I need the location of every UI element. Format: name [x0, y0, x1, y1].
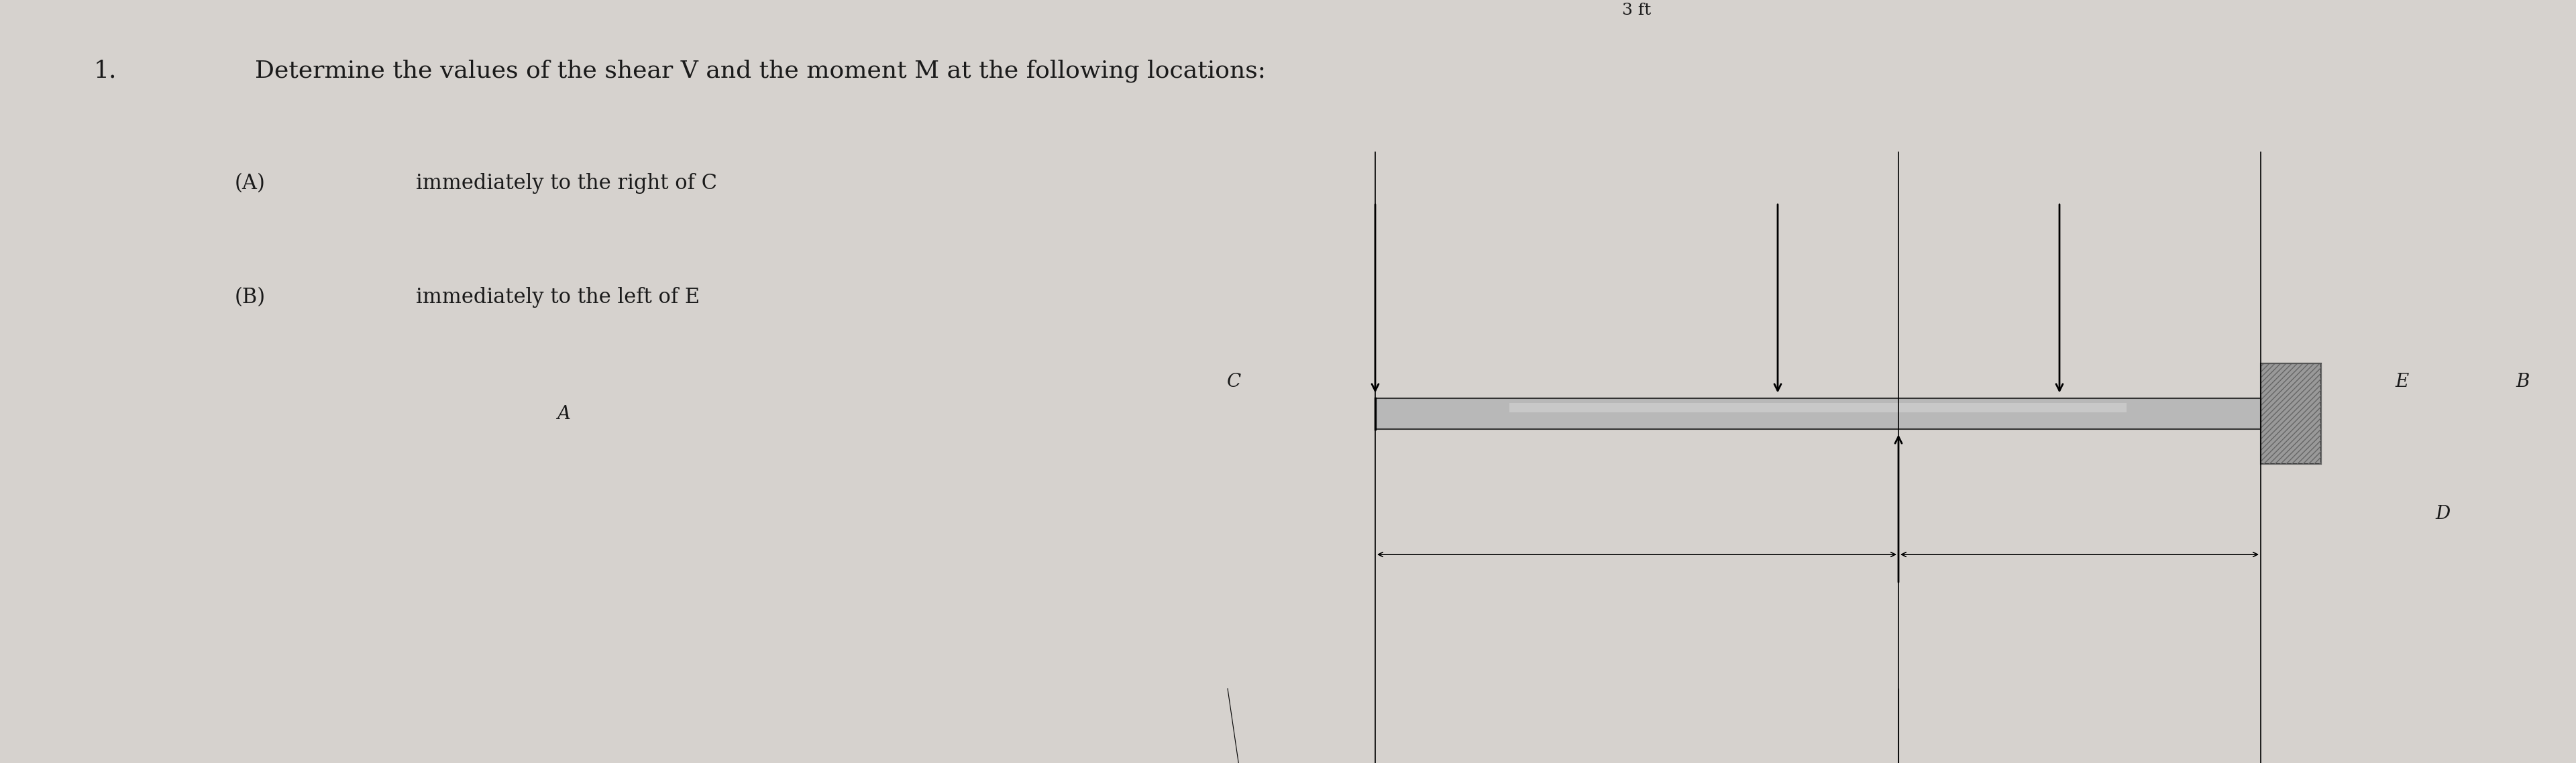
Text: 1.: 1. [93, 59, 116, 82]
Text: C: C [1226, 373, 1242, 391]
Text: immediately to the right of C: immediately to the right of C [415, 173, 716, 194]
Text: B: B [2517, 373, 2530, 391]
Text: E: E [2396, 373, 2409, 391]
Bar [2262, 364, 2321, 464]
Bar [1510, 403, 2128, 412]
Text: (A): (A) [234, 173, 265, 194]
Text: Determine the values of the shear V and the moment M at the following locations:: Determine the values of the shear V and … [255, 59, 1265, 82]
Text: A: A [556, 404, 569, 423]
Bar [2262, 364, 2321, 464]
Text: immediately to the left of E: immediately to the left of E [415, 287, 701, 307]
Text: 3 ft: 3 ft [1623, 3, 1651, 18]
Text: D: D [2434, 504, 2450, 523]
Text: (B): (B) [234, 287, 265, 307]
Bar [1376, 398, 2262, 429]
